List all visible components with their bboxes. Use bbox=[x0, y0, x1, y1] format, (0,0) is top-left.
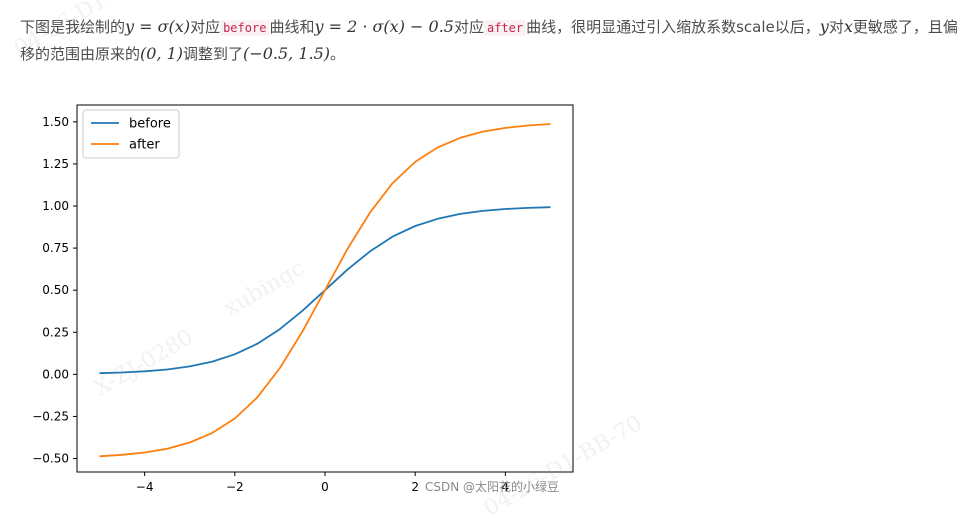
y-tick-label: −0.50 bbox=[32, 452, 69, 466]
inline-code-after: after bbox=[483, 20, 527, 36]
y-tick-label: 1.25 bbox=[42, 157, 69, 171]
series-line-after bbox=[99, 123, 551, 458]
y-tick-label: 1.50 bbox=[42, 115, 69, 129]
x-tick-label: 2 bbox=[411, 480, 419, 494]
description-paragraph: 下图是我绘制的y = σ(x)对应 before 曲线和y = 2 · σ(x) −… bbox=[20, 14, 965, 67]
y-tick-label: 1.00 bbox=[42, 199, 69, 213]
math-formula-before: y = σ(x) bbox=[125, 17, 191, 36]
legend-box bbox=[82, 109, 180, 159]
text-segment: 曲线，很明显通过引入缩放系数scale以后， bbox=[526, 18, 820, 36]
x-tick-label: 0 bbox=[321, 480, 329, 494]
y-tick-label: 0.25 bbox=[42, 325, 69, 339]
chart-container: −4 −2 0 2 4 −0.50 −0.25 0.00 0.25 0.50 0.75 1.00 1.2… bbox=[20, 95, 580, 505]
text-segment: 。 bbox=[330, 45, 346, 63]
text-segment: 更敏感了，且偏移的范围由原来的 bbox=[20, 18, 958, 63]
x-tick-label: −2 bbox=[226, 480, 244, 494]
math-range-new: (−0.5, 1.5) bbox=[243, 44, 330, 63]
y-tick-label: 0.50 bbox=[42, 283, 69, 297]
text-segment: 曲线和 bbox=[269, 18, 315, 36]
text-segment: 对应 bbox=[190, 18, 221, 36]
y-tick-label: 0.75 bbox=[42, 241, 69, 255]
math-range-old: (0, 1) bbox=[140, 44, 184, 63]
y-tick-label: 0.00 bbox=[42, 367, 69, 381]
math-y: y bbox=[819, 17, 829, 36]
inline-code-before: before bbox=[220, 20, 270, 36]
text-segment: 对 bbox=[828, 18, 844, 36]
csdn-credit: CSDN @太阳花的小绿豆 bbox=[425, 480, 560, 494]
text-segment: 下图是我绘制的 bbox=[20, 18, 126, 36]
legend-label-before: before bbox=[129, 117, 171, 132]
legend-label-after: after bbox=[129, 138, 160, 153]
math-formula-after: y = 2 · σ(x) − 0.5 bbox=[314, 17, 454, 36]
text-segment: 调整到了 bbox=[183, 45, 244, 63]
y-tick-label: −0.25 bbox=[32, 409, 69, 423]
x-tick-label: −4 bbox=[136, 480, 154, 494]
sigmoid-line-chart: −4 −2 0 2 4 −0.50 −0.25 0.00 0.25 0.50 0.75 1.00 1.2… bbox=[32, 104, 574, 494]
math-x: x bbox=[843, 17, 853, 36]
x-tick-label: 4 bbox=[502, 480, 510, 494]
text-segment: 对应 bbox=[453, 18, 484, 36]
